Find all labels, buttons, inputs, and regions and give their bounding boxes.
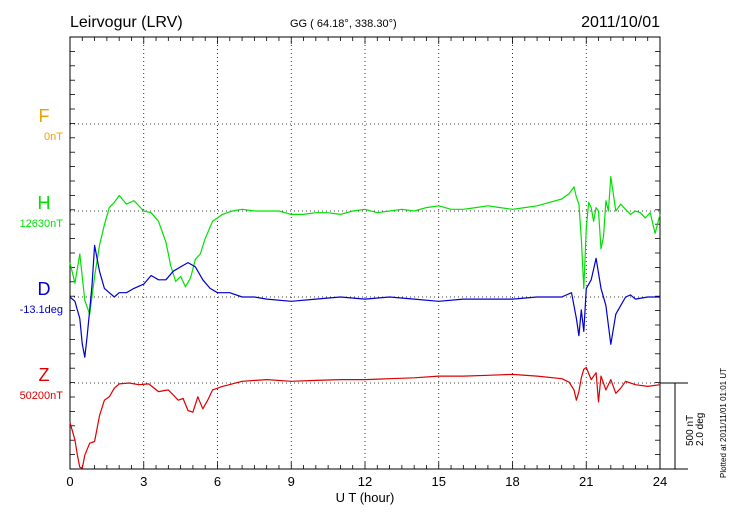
chart-grid xyxy=(70,37,660,470)
component-letter-d: D xyxy=(38,279,51,299)
component-letter-z: Z xyxy=(39,365,50,385)
scale-nt-label: 500 nT xyxy=(685,415,696,446)
x-tick-label: 18 xyxy=(505,474,519,489)
scale-bar: 500 nT 2.0 deg xyxy=(660,382,706,470)
plotted-at-label: Plotted at 2011/11/01 01:01 UT xyxy=(719,368,728,478)
station-coordinates: GG ( 64.18°, 338.30°) xyxy=(290,18,397,30)
x-tick-label: 3 xyxy=(140,474,147,489)
x-tick-label: 6 xyxy=(214,474,221,489)
x-axis: 0 3 6 9 12 15 18 21 24 xyxy=(66,37,667,489)
x-tick-label: 15 xyxy=(432,474,446,489)
component-letter-f: F xyxy=(39,106,50,126)
x-tick-label: 0 xyxy=(66,474,73,489)
component-baseline-z: 50200nT xyxy=(20,390,64,402)
x-tick-label: 24 xyxy=(653,474,667,489)
x-tick-label: 12 xyxy=(358,474,372,489)
series-line-h xyxy=(69,176,661,315)
component-letter-h: H xyxy=(38,193,51,213)
series-line-z xyxy=(69,366,661,469)
station-title: Leirvogur (LRV) xyxy=(70,14,183,31)
date-label: 2011/10/01 xyxy=(581,14,660,31)
component-baseline-f: 0nT xyxy=(44,131,63,143)
component-labels: F 0nT H 12630nT D -13.1deg Z 50200nT xyxy=(20,106,64,402)
series-line-d xyxy=(69,244,660,358)
x-tick-label: 9 xyxy=(288,474,295,489)
x-axis-label: U T (hour) xyxy=(336,490,395,505)
component-baseline-d: -13.1deg xyxy=(20,304,63,316)
data-series xyxy=(69,176,661,469)
scale-deg-label: 2.0 deg xyxy=(695,413,706,446)
component-baseline-h: 12630nT xyxy=(20,218,64,230)
x-tick-label: 21 xyxy=(579,474,593,489)
